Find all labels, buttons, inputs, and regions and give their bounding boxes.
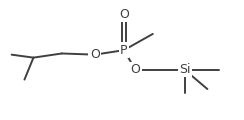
- Text: O: O: [119, 8, 129, 21]
- Text: O: O: [130, 63, 140, 76]
- Text: P: P: [120, 44, 128, 57]
- Text: O: O: [90, 48, 100, 61]
- Text: Si: Si: [179, 63, 190, 76]
